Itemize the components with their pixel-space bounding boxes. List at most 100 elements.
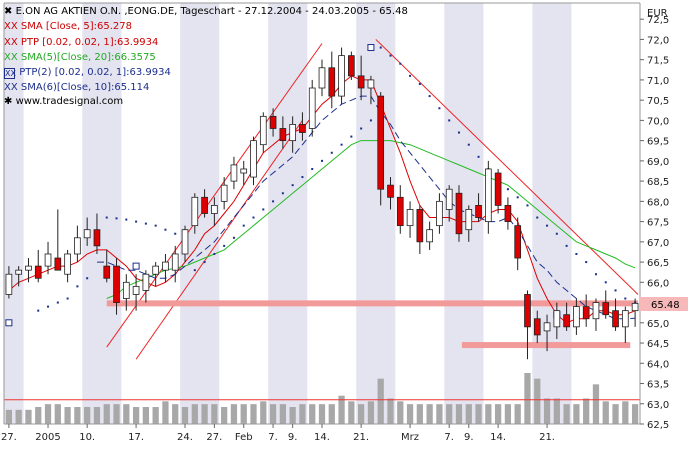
y-tick-label: 62,5 — [647, 420, 669, 431]
sar-dot — [213, 252, 216, 255]
candle[interactable] — [250, 136, 257, 186]
legend-sma20[interactable]: XX SMA(5)[Close, 20]:66.3575 — [4, 51, 156, 64]
candle[interactable] — [230, 156, 238, 190]
candle[interactable] — [524, 290, 531, 360]
candle[interactable] — [612, 298, 619, 331]
candle[interactable] — [436, 193, 443, 234]
candle[interactable] — [220, 177, 228, 210]
volume-bar — [358, 404, 365, 424]
candle[interactable] — [299, 112, 306, 141]
candle[interactable] — [191, 193, 199, 234]
x-tick-label: 9. — [464, 432, 474, 443]
candle-body-down — [34, 265, 42, 279]
candle-body-down — [582, 306, 590, 320]
candle[interactable] — [142, 270, 150, 303]
candle[interactable] — [465, 205, 473, 242]
volume-bar — [348, 401, 355, 424]
candle[interactable] — [338, 47, 345, 105]
candle[interactable] — [563, 302, 570, 331]
candle[interactable] — [259, 112, 267, 153]
candle[interactable] — [171, 245, 179, 283]
candle[interactable] — [631, 298, 639, 327]
candle[interactable] — [475, 193, 482, 222]
candle-body-down — [612, 310, 619, 328]
candle[interactable] — [15, 266, 23, 287]
candle[interactable] — [269, 108, 277, 137]
legend-sma5[interactable]: XX SMA [Close, 5]:65.278 — [4, 20, 132, 33]
candle[interactable] — [181, 225, 189, 263]
candle[interactable] — [543, 314, 551, 352]
candle-body-up — [191, 196, 199, 227]
volume-bar — [54, 404, 61, 424]
candle-body-up — [74, 237, 81, 255]
candle[interactable] — [485, 160, 492, 234]
candle-body-up — [621, 310, 629, 328]
candle[interactable] — [44, 241, 52, 275]
trend-channel-line — [135, 120, 303, 360]
candle[interactable] — [348, 51, 355, 80]
x-tick-label: 21. — [539, 432, 555, 443]
candle[interactable] — [396, 185, 404, 234]
legend-ptp2[interactable]: XX PTP(2) [0.02, 0.02, 1]:63.9934 — [4, 66, 171, 79]
candle[interactable] — [621, 306, 629, 344]
candle-body-up — [132, 285, 140, 295]
candle[interactable] — [152, 262, 159, 287]
sar-dot — [350, 135, 353, 138]
candle[interactable] — [406, 201, 414, 238]
candle[interactable] — [592, 298, 600, 331]
candle[interactable] — [582, 294, 590, 327]
candle[interactable] — [93, 213, 101, 254]
candle[interactable] — [328, 51, 336, 109]
candle[interactable] — [308, 79, 316, 137]
candle[interactable] — [367, 75, 375, 105]
candle[interactable] — [426, 221, 433, 250]
candle-body-up — [445, 188, 453, 210]
candle[interactable] — [445, 185, 453, 222]
candle[interactable] — [34, 249, 42, 283]
candle[interactable] — [103, 249, 111, 283]
candle[interactable] — [455, 185, 463, 242]
price-candles[interactable] — [5, 47, 639, 360]
candle[interactable] — [132, 274, 140, 311]
candle[interactable] — [113, 258, 120, 315]
candle[interactable] — [416, 205, 424, 254]
candle[interactable] — [318, 59, 326, 97]
candle[interactable] — [211, 197, 218, 226]
candle[interactable] — [387, 177, 394, 210]
candle[interactable] — [54, 209, 62, 271]
candle-body-up — [181, 229, 189, 255]
candle[interactable] — [240, 160, 248, 186]
candle[interactable] — [602, 290, 610, 319]
sar-reversal-marker — [5, 319, 13, 327]
watermark[interactable]: ✱ www.tradesignal.com — [4, 95, 123, 108]
legend-sma10[interactable]: XX SMA(6)[Close, 10]:65.114 — [4, 81, 149, 94]
candle[interactable] — [553, 302, 561, 339]
candle[interactable] — [514, 217, 522, 271]
candle[interactable] — [25, 258, 32, 283]
candle[interactable] — [377, 92, 385, 206]
x-tick-label: Feb — [235, 432, 253, 443]
candle[interactable] — [357, 55, 365, 101]
candle[interactable] — [64, 249, 71, 283]
legend-ptp[interactable]: XX PTP [0.02, 0.02, 1]:63.9934 — [4, 36, 158, 49]
candle[interactable] — [279, 116, 287, 149]
y-tick-label: 72,0 — [647, 35, 669, 46]
candle[interactable] — [201, 189, 208, 218]
support-bands — [106, 300, 639, 349]
volume-bar — [201, 404, 208, 424]
candle[interactable] — [533, 310, 541, 344]
candle[interactable] — [504, 197, 512, 230]
candle[interactable] — [289, 116, 296, 153]
candle[interactable] — [573, 298, 580, 335]
week-band — [4, 3, 24, 424]
candle[interactable] — [122, 274, 130, 311]
candle[interactable] — [494, 168, 502, 214]
candle-body-up — [308, 87, 316, 129]
candle[interactable] — [162, 253, 169, 283]
candle[interactable] — [83, 217, 91, 246]
candle[interactable] — [5, 266, 13, 299]
close-icon[interactable]: ✖ — [4, 6, 13, 17]
candle[interactable] — [74, 225, 81, 263]
